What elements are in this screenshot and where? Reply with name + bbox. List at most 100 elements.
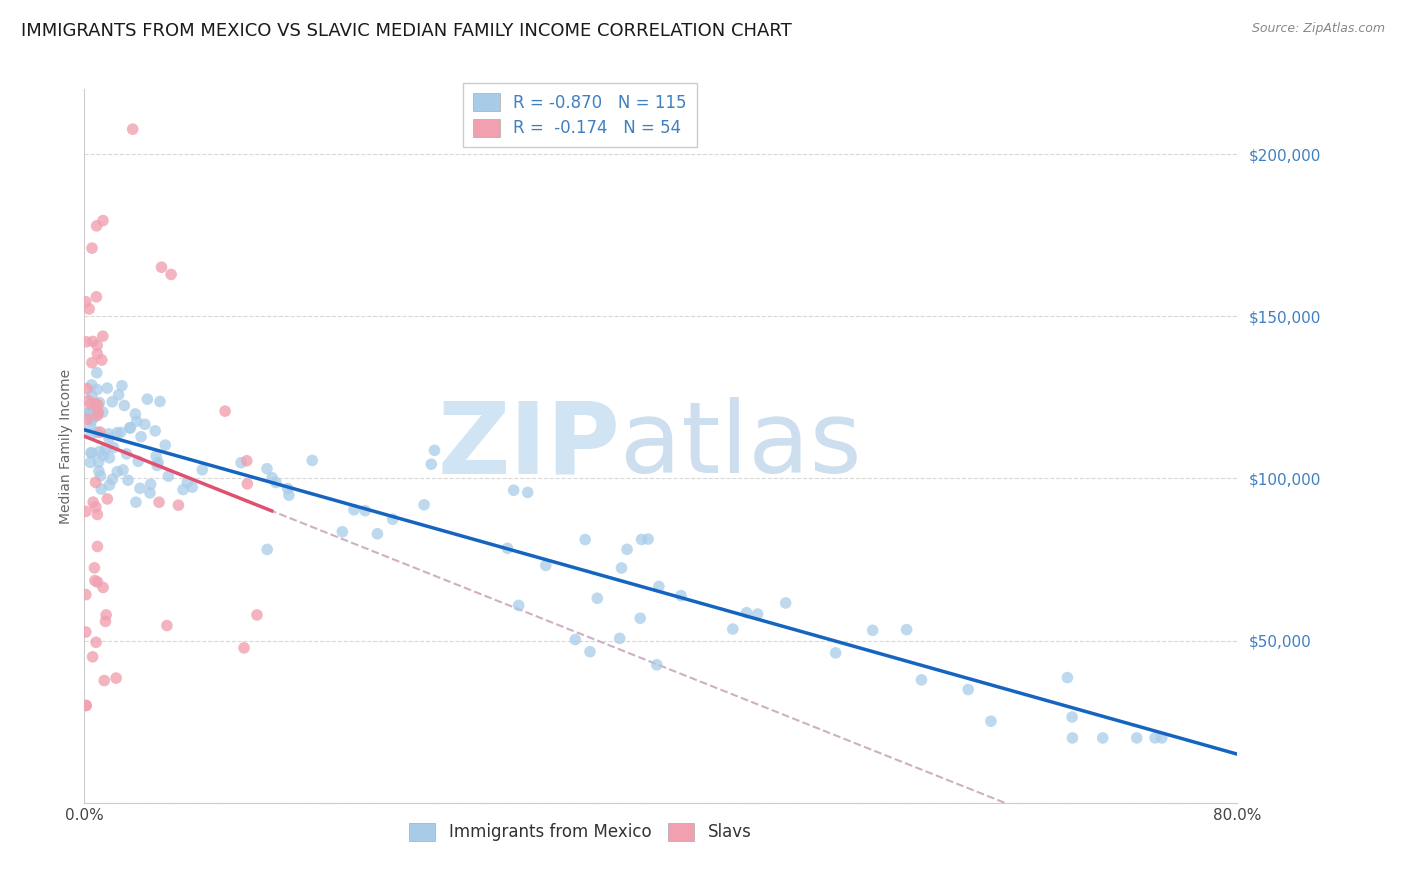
Point (111, 463, 134, 477)
Y-axis label: Median Family Income: Median Family Income (59, 368, 73, 524)
Point (76, 407, 98, 421)
Point (136, 392, 159, 406)
Point (86, 574, 108, 589)
Point (534, 558, 557, 573)
Point (120, 421, 142, 435)
Point (77, 301, 100, 316)
Point (80, 377, 103, 392)
Point (630, 533, 652, 547)
Point (181, 480, 204, 494)
Point (86, 290, 108, 304)
Point (277, 488, 299, 502)
Point (236, 454, 259, 468)
Point (747, 607, 769, 621)
Point (75, 294, 97, 309)
Point (89, 425, 111, 439)
Point (256, 542, 278, 557)
Point (79, 398, 101, 412)
Point (148, 495, 170, 509)
Point (301, 453, 323, 467)
Point (77, 393, 100, 408)
Point (86, 409, 108, 423)
Point (645, 657, 668, 672)
Legend: Immigrants from Mexico, Slavs: Immigrants from Mexico, Slavs (402, 816, 758, 848)
Point (79, 455, 101, 469)
Point (96, 491, 118, 506)
Point (75, 504, 97, 518)
Point (824, 646, 846, 660)
Point (157, 469, 180, 483)
Point (343, 502, 366, 516)
Point (609, 632, 631, 646)
Point (94, 615, 117, 629)
Point (87, 455, 110, 469)
Point (94, 442, 117, 456)
Point (89, 468, 111, 483)
Point (86, 347, 108, 361)
Point (167, 498, 190, 512)
Point (91, 581, 114, 595)
Point (262, 471, 284, 485)
Point (80, 446, 103, 460)
Point (980, 714, 1002, 729)
Point (236, 476, 259, 491)
Point (420, 457, 443, 471)
Point (330, 524, 353, 539)
Point (149, 394, 172, 409)
Point (125, 414, 148, 428)
Point (277, 482, 299, 496)
Point (80, 414, 103, 428)
Point (103, 441, 125, 455)
Point (502, 483, 524, 498)
Point (82, 334, 104, 349)
Point (124, 407, 146, 421)
Point (86, 383, 108, 397)
Point (264, 475, 287, 490)
Point (117, 473, 139, 487)
Point (83, 409, 105, 424)
Point (118, 421, 141, 435)
Point (721, 622, 744, 636)
Point (75, 625, 97, 640)
Point (125, 495, 148, 509)
Point (89, 444, 111, 458)
Point (90, 482, 112, 496)
Point (586, 591, 609, 606)
Point (496, 541, 519, 556)
Point (775, 596, 797, 610)
Point (83, 574, 105, 588)
Point (79, 406, 101, 420)
Point (957, 682, 980, 697)
Point (98, 478, 121, 492)
Point (86, 338, 108, 352)
Point (648, 579, 671, 593)
Point (413, 498, 436, 512)
Text: IMMIGRANTS FROM MEXICO VS SLAVIC MEDIAN FAMILY INCOME CORRELATION CHART: IMMIGRANTS FROM MEXICO VS SLAVIC MEDIAN … (21, 22, 792, 40)
Point (79, 404, 101, 418)
Point (233, 640, 256, 655)
Point (862, 624, 884, 638)
Point (516, 485, 538, 500)
Point (87, 398, 110, 412)
Point (191, 463, 214, 477)
Point (1125, 731, 1147, 745)
Point (735, 606, 758, 620)
Point (89, 395, 111, 409)
Point (75, 334, 97, 349)
Point (75, 698, 97, 713)
Point (910, 673, 932, 687)
Point (87, 464, 110, 478)
Point (80, 446, 103, 460)
Point (1091, 731, 1114, 745)
Point (105, 425, 128, 440)
Point (229, 456, 252, 470)
Point (150, 260, 173, 275)
Point (82, 495, 104, 509)
Point (172, 483, 194, 497)
Point (86, 366, 108, 380)
Point (115, 447, 138, 461)
Point (1062, 710, 1084, 724)
Point (84, 396, 107, 410)
Point (616, 542, 638, 557)
Point (121, 122, 143, 136)
